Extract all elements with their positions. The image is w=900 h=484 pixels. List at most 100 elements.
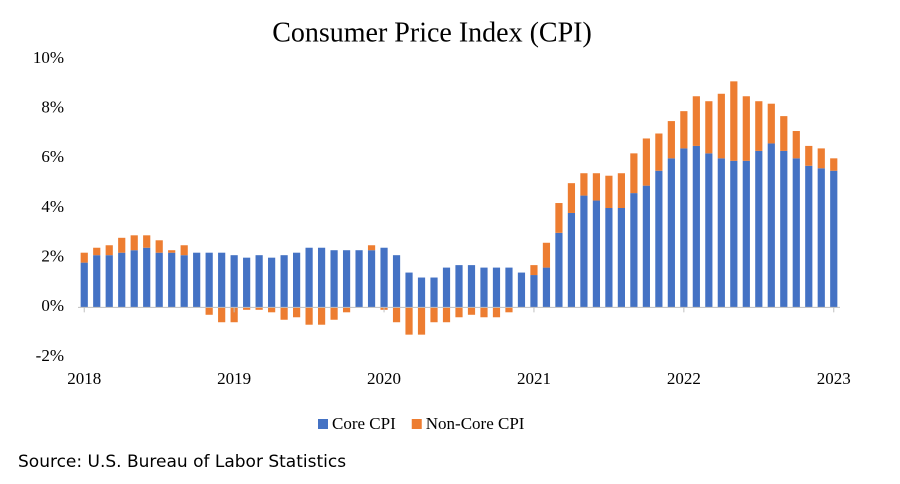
y-tick-label: 8% (41, 98, 64, 117)
bar-segment (555, 203, 563, 233)
bar-segment (305, 247, 313, 308)
bar-segment (355, 250, 363, 308)
bar-segment (143, 235, 151, 248)
bar-segment (605, 175, 613, 208)
bar-segment (592, 173, 601, 201)
bar-segment (243, 307, 251, 310)
bar-segment (168, 252, 176, 308)
bar-segment (230, 255, 238, 308)
bar-segment (505, 307, 513, 313)
bar-segment (143, 247, 151, 308)
bar-segment (80, 262, 88, 308)
bar-segment (230, 307, 238, 323)
bar-segment (280, 307, 288, 320)
bar-segment (180, 255, 188, 308)
bar-segment (342, 250, 351, 308)
source-note: Source: U.S. Bureau of Labor Statistics (18, 452, 346, 472)
bar-segment (830, 158, 838, 171)
bar-segment (168, 250, 176, 253)
bar-segment (655, 170, 663, 308)
bar-segment (155, 240, 163, 253)
bar-segment (417, 277, 426, 308)
x-tick-label: 2022 (667, 369, 701, 388)
y-tick-label: 6% (41, 147, 64, 166)
bar-segment (342, 307, 351, 313)
bar-segment (705, 153, 713, 308)
bar-segment (755, 101, 763, 151)
bar-segment (630, 153, 638, 194)
bar-segment (492, 307, 501, 318)
bar-segment (517, 272, 526, 308)
y-tick-label: 4% (41, 197, 64, 216)
bar-segment (205, 307, 213, 315)
y-tick-label: 10% (33, 48, 64, 67)
bar-segment (655, 133, 663, 171)
bar-segment (730, 81, 738, 161)
bar-segment (405, 307, 413, 335)
legend-label: Core CPI (332, 414, 396, 433)
bar-segment (268, 307, 276, 313)
bar-segment (118, 237, 126, 253)
bar-segment (617, 173, 625, 208)
bar-segment (630, 193, 638, 308)
bar-segment (505, 267, 513, 308)
bar-segment (155, 252, 163, 308)
bar-segment (605, 208, 613, 308)
bar-segment (317, 247, 326, 308)
y-tick-label: 2% (41, 247, 64, 266)
x-tick-label: 2019 (217, 369, 251, 388)
bar-segment (442, 307, 451, 323)
bar-segment (780, 116, 788, 151)
bar-segment (680, 111, 688, 149)
bar-segment (243, 257, 251, 308)
bar-segment (730, 160, 738, 308)
bar-segment (767, 143, 775, 308)
bar-segment (567, 212, 576, 308)
bar-segment (780, 150, 788, 308)
y-tick-label: 0% (41, 296, 64, 315)
bar-segment (293, 252, 301, 308)
bar-segment (692, 145, 700, 308)
bar-segment (255, 307, 263, 310)
bar-segment (530, 275, 538, 308)
bar-segment (130, 235, 138, 251)
bar-segment (430, 307, 438, 323)
bar-segment (717, 158, 725, 308)
bar-segment (467, 265, 476, 308)
bar-segment (218, 307, 226, 323)
bar-segment (205, 252, 213, 308)
x-tick-label: 2018 (67, 369, 101, 388)
bar-segment (105, 245, 113, 256)
bar-segment (817, 168, 825, 308)
bar-segment (105, 255, 113, 308)
bar-segment (405, 272, 413, 308)
bar-segment (180, 245, 188, 256)
bar-segment (317, 307, 326, 325)
bar-segment (817, 148, 825, 169)
bar-segment (467, 307, 476, 315)
bar-segment (830, 170, 838, 308)
y-tick-label: -2% (36, 346, 64, 365)
bar-segment (118, 252, 126, 308)
bar-segment (567, 183, 576, 213)
bar-segment (742, 160, 750, 308)
legend-swatch (318, 419, 328, 429)
legend-label: Non-Core CPI (426, 414, 525, 433)
bar-segment (417, 307, 426, 335)
bar-segment (480, 307, 488, 318)
bar-segment (580, 195, 588, 308)
bar-segment (80, 252, 88, 263)
bar-segment (193, 252, 201, 308)
bar-segment (792, 131, 800, 159)
bar-segment (792, 158, 800, 308)
bar-segment (293, 307, 301, 318)
bar-segment (767, 103, 775, 144)
bar-segment (555, 232, 563, 308)
chart-title: Consumer Price Index (CPI) (272, 17, 592, 48)
bar-segment (667, 158, 675, 308)
bar-segment (442, 267, 451, 308)
bar-segment (542, 267, 551, 308)
bar-segment (530, 265, 538, 276)
x-tick-label: 2023 (817, 369, 851, 388)
bar-segment (642, 138, 650, 186)
